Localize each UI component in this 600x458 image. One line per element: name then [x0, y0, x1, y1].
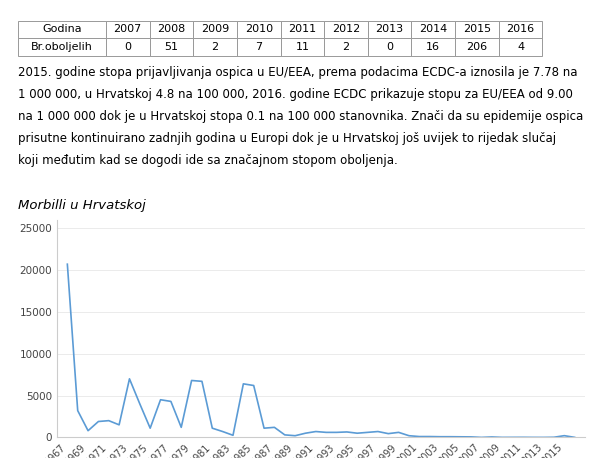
Text: 11: 11	[295, 42, 310, 52]
FancyBboxPatch shape	[237, 21, 281, 38]
Text: 0: 0	[386, 42, 393, 52]
FancyBboxPatch shape	[237, 38, 281, 56]
Text: 2007: 2007	[113, 24, 142, 34]
FancyBboxPatch shape	[368, 38, 412, 56]
FancyBboxPatch shape	[455, 21, 499, 38]
Text: Br.oboljelih: Br.oboljelih	[31, 42, 93, 52]
Text: 2015. godine stopa prijavljivanja ospica u EU/EEA, prema podacima ECDC-a iznosil: 2015. godine stopa prijavljivanja ospica…	[18, 66, 577, 79]
FancyBboxPatch shape	[18, 38, 106, 56]
FancyBboxPatch shape	[499, 38, 542, 56]
Text: 2016: 2016	[506, 24, 535, 34]
Text: 16: 16	[427, 42, 440, 52]
Text: 206: 206	[466, 42, 488, 52]
FancyBboxPatch shape	[499, 21, 542, 38]
Text: 2015: 2015	[463, 24, 491, 34]
FancyBboxPatch shape	[412, 21, 455, 38]
Text: 51: 51	[164, 42, 178, 52]
FancyBboxPatch shape	[324, 21, 368, 38]
Text: 2008: 2008	[157, 24, 185, 34]
FancyBboxPatch shape	[281, 21, 324, 38]
Text: 4: 4	[517, 42, 524, 52]
FancyBboxPatch shape	[324, 38, 368, 56]
FancyBboxPatch shape	[18, 21, 106, 38]
FancyBboxPatch shape	[193, 38, 237, 56]
FancyBboxPatch shape	[149, 21, 193, 38]
Text: 2012: 2012	[332, 24, 360, 34]
Text: Godina: Godina	[42, 24, 82, 34]
Text: 1 000 000, u Hrvatskoj 4.8 na 100 000, 2016. godine ECDC prikazuje stopu za EU/E: 1 000 000, u Hrvatskoj 4.8 na 100 000, 2…	[18, 88, 573, 101]
Text: 7: 7	[255, 42, 262, 52]
Text: Morbilli u Hrvatskoj: Morbilli u Hrvatskoj	[18, 199, 146, 212]
FancyBboxPatch shape	[106, 38, 149, 56]
Text: 2010: 2010	[245, 24, 273, 34]
Text: koji međutim kad se dogodi ide sa značajnom stopom oboljenja.: koji međutim kad se dogodi ide sa značaj…	[18, 154, 398, 167]
FancyBboxPatch shape	[368, 21, 412, 38]
Text: 2013: 2013	[376, 24, 404, 34]
FancyBboxPatch shape	[106, 21, 149, 38]
Text: 2: 2	[211, 42, 218, 52]
Text: prisutne kontinuirano zadnjih godina u Europi dok je u Hrvatskoj još uvijek to r: prisutne kontinuirano zadnjih godina u E…	[18, 132, 556, 145]
Text: na 1 000 000 dok je u Hrvatskoj stopa 0.1 na 100 000 stanovnika. Znači da su epi: na 1 000 000 dok je u Hrvatskoj stopa 0.…	[18, 110, 583, 123]
FancyBboxPatch shape	[455, 38, 499, 56]
Text: 2: 2	[343, 42, 350, 52]
FancyBboxPatch shape	[281, 38, 324, 56]
FancyBboxPatch shape	[412, 38, 455, 56]
FancyBboxPatch shape	[149, 38, 193, 56]
FancyBboxPatch shape	[193, 21, 237, 38]
Text: 0: 0	[124, 42, 131, 52]
Text: 2011: 2011	[288, 24, 316, 34]
Text: 2009: 2009	[201, 24, 229, 34]
Text: 2014: 2014	[419, 24, 448, 34]
